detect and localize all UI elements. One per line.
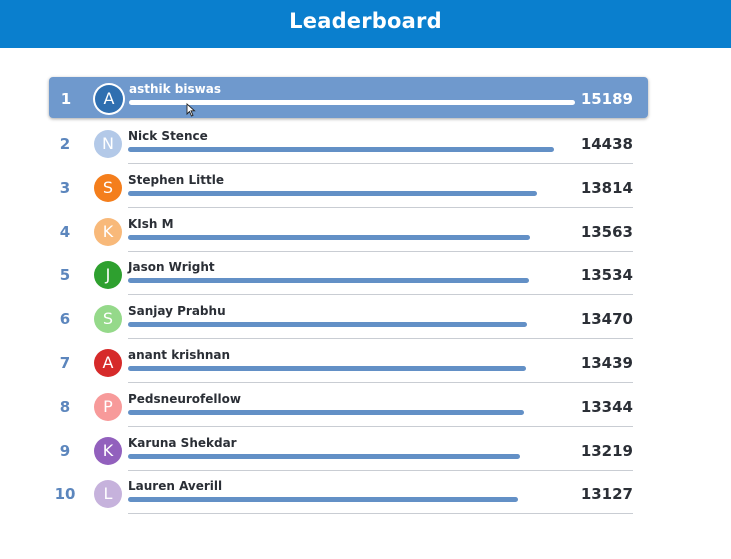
rank-number: 9 [59,441,71,460]
page-title: Leaderboard [289,9,442,33]
player-name[interactable]: Karuna Shekdar [128,435,237,450]
rank-number: 7 [59,354,71,372]
player-name[interactable]: Nick Stence [128,129,208,143]
player-score: 13534 [580,266,633,285]
avatar[interactable]: S [94,173,122,202]
rank-number: 6 [59,310,71,329]
player-name[interactable]: Lauren Averill [128,479,223,494]
player-name[interactable]: Pedsneurofellow [128,391,241,406]
row-divider [128,469,633,471]
score-bar [128,497,518,503]
player-score: 13344 [580,397,633,416]
row-divider [128,338,633,340]
rank-number: 10 [54,485,76,504]
score-bar [128,147,554,152]
leaderboard-row[interactable]: 10 L Lauren Averill 13127 [48,470,648,515]
score-bar [128,322,528,328]
mouse-cursor-icon [186,103,196,117]
player-name[interactable]: asthik biswas [129,82,221,96]
avatar[interactable]: L [94,480,122,509]
player-name[interactable]: Jason Wright [128,260,215,275]
avatar[interactable]: J [94,261,122,290]
avatar[interactable]: S [94,305,122,334]
rank-number: 5 [59,266,71,285]
score-bar [128,190,537,196]
player-score: 13219 [580,441,633,460]
avatar[interactable]: K [94,436,122,465]
row-divider [128,294,633,296]
avatar[interactable]: K [94,217,122,246]
rank-number: 8 [59,397,71,416]
avatar[interactable]: A [95,85,123,113]
player-name[interactable]: Sanjay Prabhu [128,304,226,319]
score-bar [128,366,527,371]
leaderboard-row[interactable]: 3 S Stephen Little 13814 [48,164,648,208]
player-score: 13127 [580,485,633,504]
score-bar [128,234,530,240]
row-divider [128,382,633,383]
player-score: 15189 [580,90,633,108]
row-divider [128,163,633,164]
rank-number: 2 [59,135,71,153]
leaderboard-row[interactable]: 8 P Pedsneurofellow 13344 [48,383,648,427]
player-score: 14438 [580,135,633,153]
rank-number: 1 [60,90,72,108]
score-bar [128,409,524,415]
player-score: 13439 [580,354,633,372]
avatar[interactable]: P [94,392,122,421]
player-name[interactable]: Stephen Little [128,172,224,187]
score-bar [128,453,521,459]
leaderboard-row[interactable]: 5 J Jason Wright 13534 [48,251,648,296]
row-divider [128,513,633,515]
player-score: 13470 [580,310,633,329]
player-score: 13563 [580,222,633,241]
player-score: 13814 [580,178,633,197]
player-name[interactable]: KIsh M [128,216,174,231]
leaderboard-row[interactable]: 6 S Sanjay Prabhu 13470 [48,295,648,340]
row-divider [128,250,633,252]
leaderboard-header: Leaderboard [0,0,731,48]
leaderboard-row[interactable]: 9 K Karuna Shekdar 13219 [48,427,648,471]
leaderboard-row[interactable]: 2 N Nick Stence 14438 [48,120,648,164]
row-divider [128,425,633,427]
score-bar [128,278,529,284]
leaderboard-row[interactable]: 4 K KIsh M 13563 [48,208,648,252]
row-divider [128,206,633,208]
score-bar [129,100,575,105]
rank-number: 4 [59,222,71,241]
avatar[interactable]: N [94,130,122,158]
rank-number: 3 [59,178,71,197]
avatar[interactable]: A [94,349,122,377]
player-name[interactable]: anant krishnan [128,348,231,362]
